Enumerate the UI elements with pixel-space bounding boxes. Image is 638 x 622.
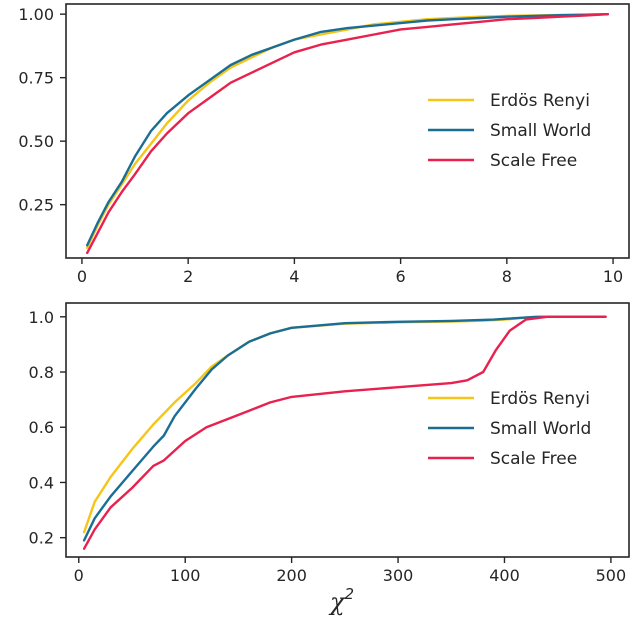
legend-label: Small World bbox=[490, 419, 591, 439]
legend: Erdös Renyi Small World Scale Free bbox=[428, 91, 591, 171]
y-tick-label: 0.4 bbox=[29, 473, 54, 492]
x-tick-label: 0 bbox=[74, 566, 84, 585]
x-tick-label: 0 bbox=[77, 267, 87, 286]
y-tick-label: 1.0 bbox=[29, 308, 54, 327]
x-tick-label: 8 bbox=[502, 267, 512, 286]
y-tick-label: 0.6 bbox=[29, 418, 54, 437]
y-tick-label: 0.50 bbox=[18, 132, 54, 151]
plot-frame bbox=[65, 302, 630, 558]
legend-label: Scale Free bbox=[490, 449, 577, 469]
x-axis-label-symbol: χ bbox=[328, 588, 346, 616]
legend-label: Erdös Renyi bbox=[490, 91, 590, 111]
x-tick-label: 400 bbox=[489, 566, 520, 585]
x-axis-label: χ2 bbox=[328, 585, 354, 616]
x-tick-label: 6 bbox=[396, 267, 406, 286]
legend-label: Small World bbox=[490, 121, 591, 141]
series-line-scale-free bbox=[82, 315, 607, 550]
y-tick-label: 0.2 bbox=[29, 529, 54, 548]
x-tick-label: 300 bbox=[383, 566, 414, 585]
x-tick-label: 4 bbox=[289, 267, 299, 286]
x-tick-label: 500 bbox=[596, 566, 627, 585]
series-line-scale-free bbox=[85, 12, 609, 255]
chart-panel-1: 0 2 4 6 8 10 0.25 0.50 0.75 1.00 Erdös Renyi Small … bbox=[18, 3, 630, 286]
y-tick-label: 0.75 bbox=[18, 69, 54, 88]
y-tick-label: 0.8 bbox=[29, 363, 54, 382]
series-line-small-world bbox=[85, 12, 609, 247]
x-tick-label: 200 bbox=[276, 566, 307, 585]
chart-panel-2: 0 100 200 300 400 500 0.2 0.4 0.6 0.8 1.0 Erdös Ren… bbox=[29, 302, 630, 616]
legend: Erdös Renyi Small World Scale Free bbox=[428, 389, 591, 469]
x-tick-label: 10 bbox=[603, 267, 623, 286]
x-axis-label-superscript: 2 bbox=[345, 585, 355, 603]
legend-label: Scale Free bbox=[490, 151, 577, 171]
plot-frame bbox=[65, 3, 630, 259]
series-line-small-world bbox=[82, 315, 607, 542]
y-tick-label: 1.00 bbox=[18, 5, 54, 24]
x-tick-label: 100 bbox=[170, 566, 201, 585]
legend-label: Erdös Renyi bbox=[490, 389, 590, 409]
y-tick-label: 0.25 bbox=[18, 196, 54, 215]
x-tick-label: 2 bbox=[183, 267, 193, 286]
